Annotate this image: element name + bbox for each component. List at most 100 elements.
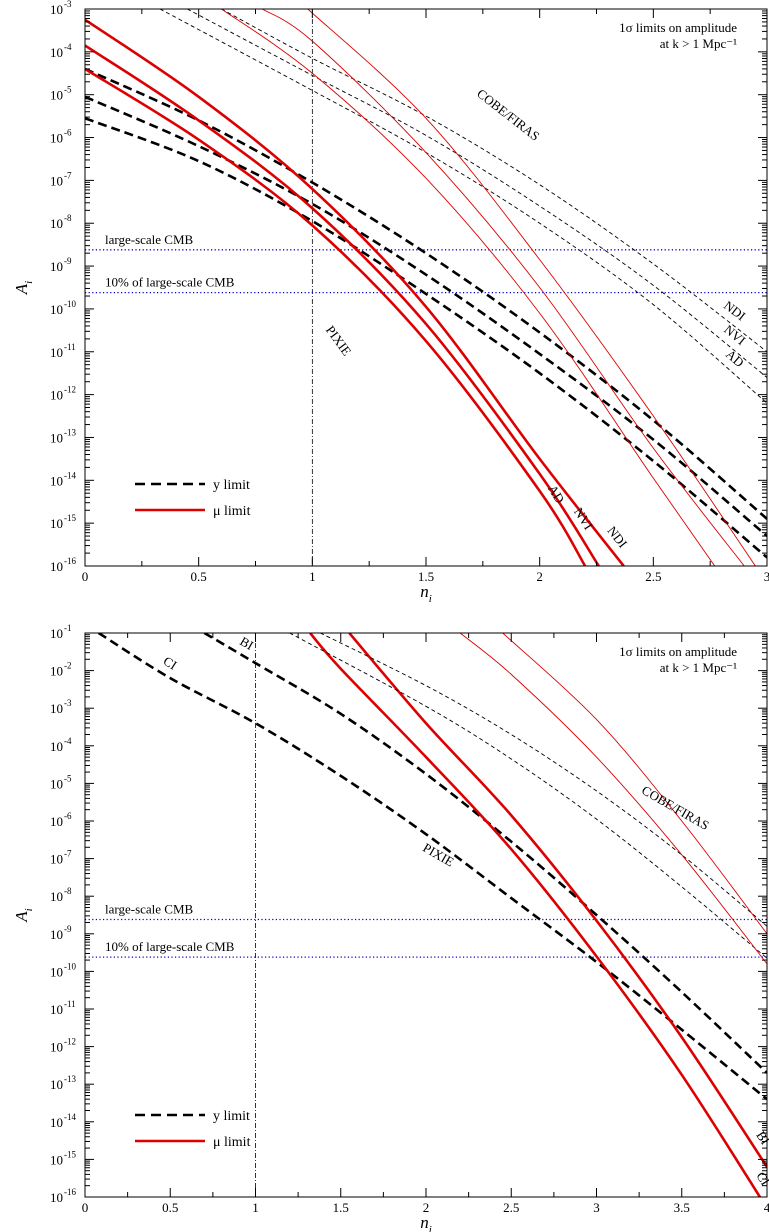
- y-tick-exponent: -10: [64, 961, 76, 971]
- y-tick-base: 10: [50, 1077, 63, 1092]
- x-tick-label: 2: [423, 1200, 430, 1215]
- x-tick-label: 0.5: [191, 569, 207, 584]
- y-tick-exponent: -6: [64, 811, 72, 821]
- x-tick-label: 3: [764, 569, 769, 584]
- y-tick-base: 10: [50, 739, 63, 754]
- info-text-line: 1σ limits on amplitude: [619, 644, 737, 659]
- pixie-mu-limit-curve-ndi: [85, 18, 625, 566]
- y-tick-exponent: -4: [64, 42, 72, 52]
- x-tick-label: 1.5: [418, 569, 434, 584]
- y-axis-title-subscript: i: [23, 908, 35, 911]
- y-tick-base: 10: [50, 1040, 63, 1055]
- y-tick-label: 10: [50, 302, 63, 317]
- y-tick-exponent: -8: [64, 886, 72, 896]
- y-tick-base: 10: [50, 1190, 63, 1205]
- y-tick-label: 10: [50, 664, 63, 679]
- y-tick-label: 10: [50, 131, 63, 146]
- pixie-y-limit-curve-nvi: [85, 95, 767, 538]
- group-label-cobefiras: COBE/FIRAS: [474, 86, 542, 144]
- y-tick-label: 10: [50, 889, 63, 904]
- cobe-y-limit-curve: [289, 633, 767, 959]
- y-tick-label: 10: [50, 388, 63, 403]
- y-tick-label: 10: [50, 814, 63, 829]
- y-tick-exponent: -15: [64, 513, 76, 523]
- y-tick-label: 10: [50, 852, 63, 867]
- cobe-mu-limit-curve: [459, 633, 767, 965]
- cmb-reference-label: large-scale CMB: [105, 232, 194, 247]
- group-label-pixie: PIXIE: [323, 323, 355, 359]
- x-tick-label: 0.5: [162, 1200, 178, 1215]
- x-axis-title-main: n: [420, 582, 429, 601]
- cobe-mu-limit-curve-ndi: [307, 9, 756, 566]
- y-tick-exponent: -9: [64, 256, 72, 266]
- y-tick-label: 10: [50, 88, 63, 103]
- x-axis-title: ni: [420, 582, 432, 605]
- y-tick-base: 10: [50, 473, 63, 488]
- y-tick-label: 10: [50, 739, 63, 754]
- y-tick-exponent: -16: [64, 1187, 76, 1197]
- y-tick-label: 10: [50, 559, 63, 574]
- reference-lines: [85, 633, 767, 1197]
- y-tick-label: 10: [50, 345, 63, 360]
- y-tick-exponent: -15: [64, 1149, 76, 1159]
- y-tick-base: 10: [50, 345, 63, 360]
- cobe-mu-limit-curve-ad: [221, 9, 716, 566]
- y-tick-exponent: -10: [64, 299, 76, 309]
- y-axis-title: Ai: [12, 281, 35, 295]
- y-tick-label: 10: [50, 964, 63, 979]
- x-tick-label: 3: [593, 1200, 600, 1215]
- y-tick-exponent: -11: [64, 342, 76, 352]
- y-tick-base: 10: [50, 776, 63, 791]
- cobe-mu-limit-curve: [502, 633, 767, 935]
- x-tick-label: 1: [252, 1200, 259, 1215]
- legend-label-mu-limit: μ limit: [213, 504, 251, 519]
- y-tick-base: 10: [50, 964, 63, 979]
- y-axis-title: Ai: [12, 908, 35, 922]
- x-tick-label: 3.5: [674, 1200, 690, 1215]
- y-tick-label: 10: [50, 259, 63, 274]
- x-axis-title: ni: [420, 1213, 432, 1232]
- series-label-ad: AD: [723, 346, 747, 370]
- y-tick-label: 10: [50, 216, 63, 231]
- y-tick-base: 10: [50, 2, 63, 17]
- cobe-mu-limit-curve-nvi: [262, 9, 745, 566]
- info-text-line: at k > 1 Mpc⁻¹: [660, 660, 737, 675]
- x-axis-title-subscript: i: [429, 593, 432, 605]
- y-tick-base: 10: [50, 701, 63, 716]
- y-tick-exponent: -6: [64, 128, 72, 138]
- x-tick-label: 4: [764, 1200, 769, 1215]
- series-curves: [85, 9, 767, 566]
- pixie-mu-limit-curve-bi: [348, 633, 767, 1168]
- y-axis-title-main: A: [12, 283, 31, 295]
- x-tick-label: 0: [82, 1200, 89, 1215]
- y-tick-base: 10: [50, 927, 63, 942]
- group-label-cobefiras: COBE/FIRAS: [639, 782, 712, 833]
- y-tick-base: 10: [50, 45, 63, 60]
- y-tick-label: 10: [50, 1077, 63, 1092]
- cmb-reference-label: 10% of large-scale CMB: [105, 939, 235, 954]
- series-label-ci: CI: [161, 653, 180, 673]
- reference-lines: [85, 9, 767, 566]
- y-tick-base: 10: [50, 216, 63, 231]
- y-tick-exponent: -13: [64, 427, 76, 437]
- x-tick-label: 1: [309, 569, 316, 584]
- pixie-y-limit-curve-ad: [85, 117, 767, 559]
- y-tick-exponent: -8: [64, 213, 72, 223]
- series-label-nvi: NVI: [721, 322, 748, 348]
- x-axis-title-main: n: [420, 1213, 429, 1232]
- y-tick-base: 10: [50, 1152, 63, 1167]
- y-tick-base: 10: [50, 1002, 63, 1017]
- legend-label-mu-limit: μ limit: [213, 1135, 251, 1150]
- y-axis-title-main: A: [12, 911, 31, 923]
- y-tick-base: 10: [50, 88, 63, 103]
- y-tick-exponent: -5: [64, 773, 72, 783]
- y-tick-label: 10: [50, 173, 63, 188]
- x-tick-label: 2.5: [503, 1200, 519, 1215]
- y-tick-label: 10: [50, 1152, 63, 1167]
- y-tick-base: 10: [50, 516, 63, 531]
- pixie-y-limit-curve-ci: [97, 633, 767, 1101]
- y-tick-label: 10: [50, 776, 63, 791]
- pixie-y-limit-curve-bi: [203, 633, 767, 1074]
- cmb-reference-label: large-scale CMB: [105, 902, 194, 917]
